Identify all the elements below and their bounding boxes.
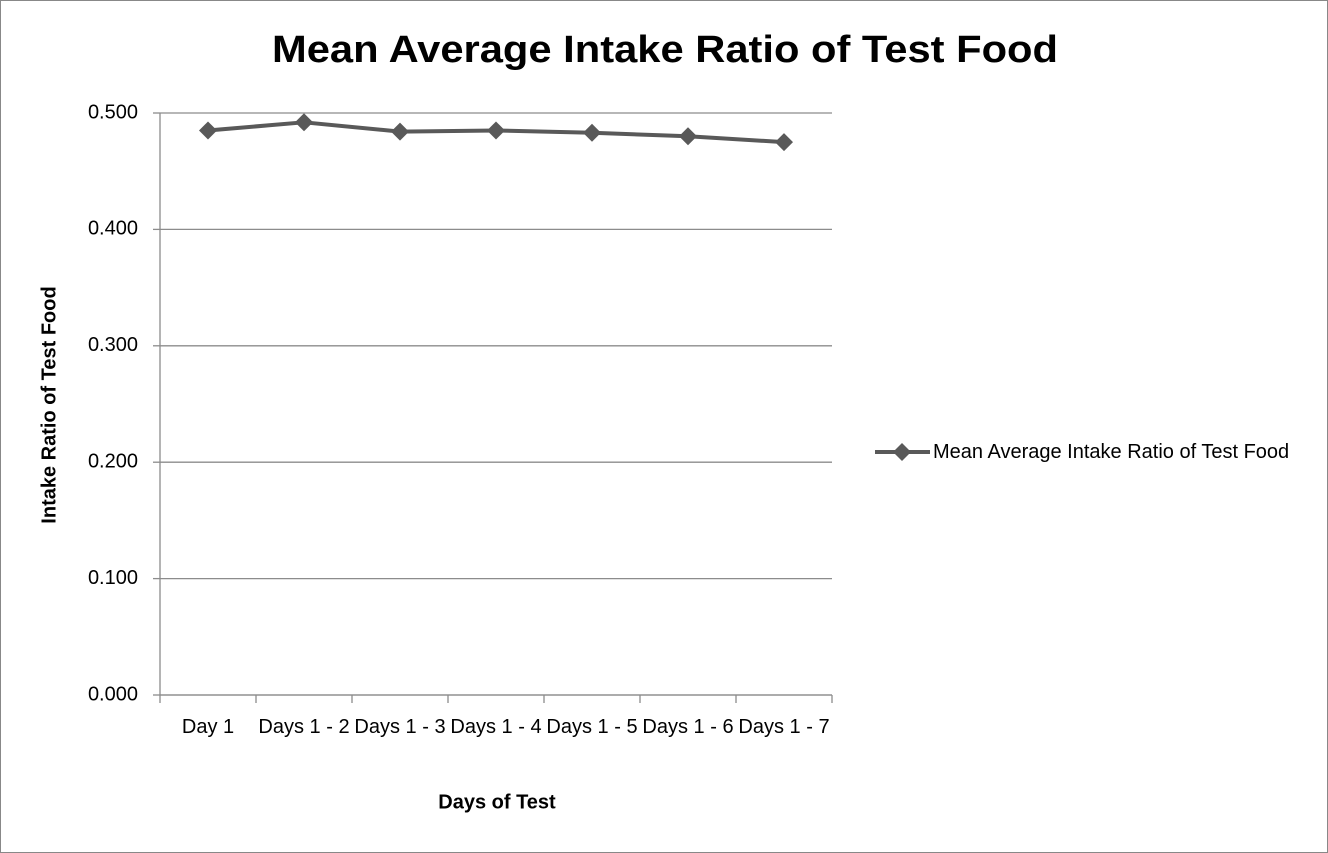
y-tick-label: 0.300 <box>88 334 138 356</box>
y-tick-label: 0.100 <box>88 567 138 589</box>
y-tick-label: 0.200 <box>88 450 138 472</box>
y-tick-label: 0.400 <box>88 218 138 240</box>
y-axis-title: Intake Ratio of Test Food <box>38 286 60 523</box>
marker <box>583 123 601 142</box>
x-tick-label: Days 1 - 4 <box>450 716 542 738</box>
x-tick-label: Days 1 - 5 <box>546 716 638 738</box>
legend-marker <box>893 443 911 461</box>
y-tick-label: 0.500 <box>88 101 138 123</box>
y-tick-label: 0.000 <box>88 683 138 705</box>
x-tick-label: Days 1 - 6 <box>642 716 734 738</box>
marker <box>295 113 313 132</box>
x-tick-label: Days 1 - 2 <box>258 716 350 738</box>
marker <box>775 133 793 152</box>
marker <box>487 121 505 140</box>
marker <box>391 122 409 141</box>
x-tick-label: Day 1 <box>181 716 235 738</box>
marker <box>679 127 697 146</box>
x-tick-label: Days 1 - 3 <box>354 716 446 738</box>
legend-label: Mean Average Intake Ratio of Test Food <box>933 441 1290 463</box>
x-axis-title: Days of Test <box>438 791 556 813</box>
chart-title: Mean Average Intake Ratio of Test Food <box>272 29 1058 71</box>
x-tick-label: Days 1 - 7 <box>738 716 830 738</box>
marker <box>199 121 217 140</box>
